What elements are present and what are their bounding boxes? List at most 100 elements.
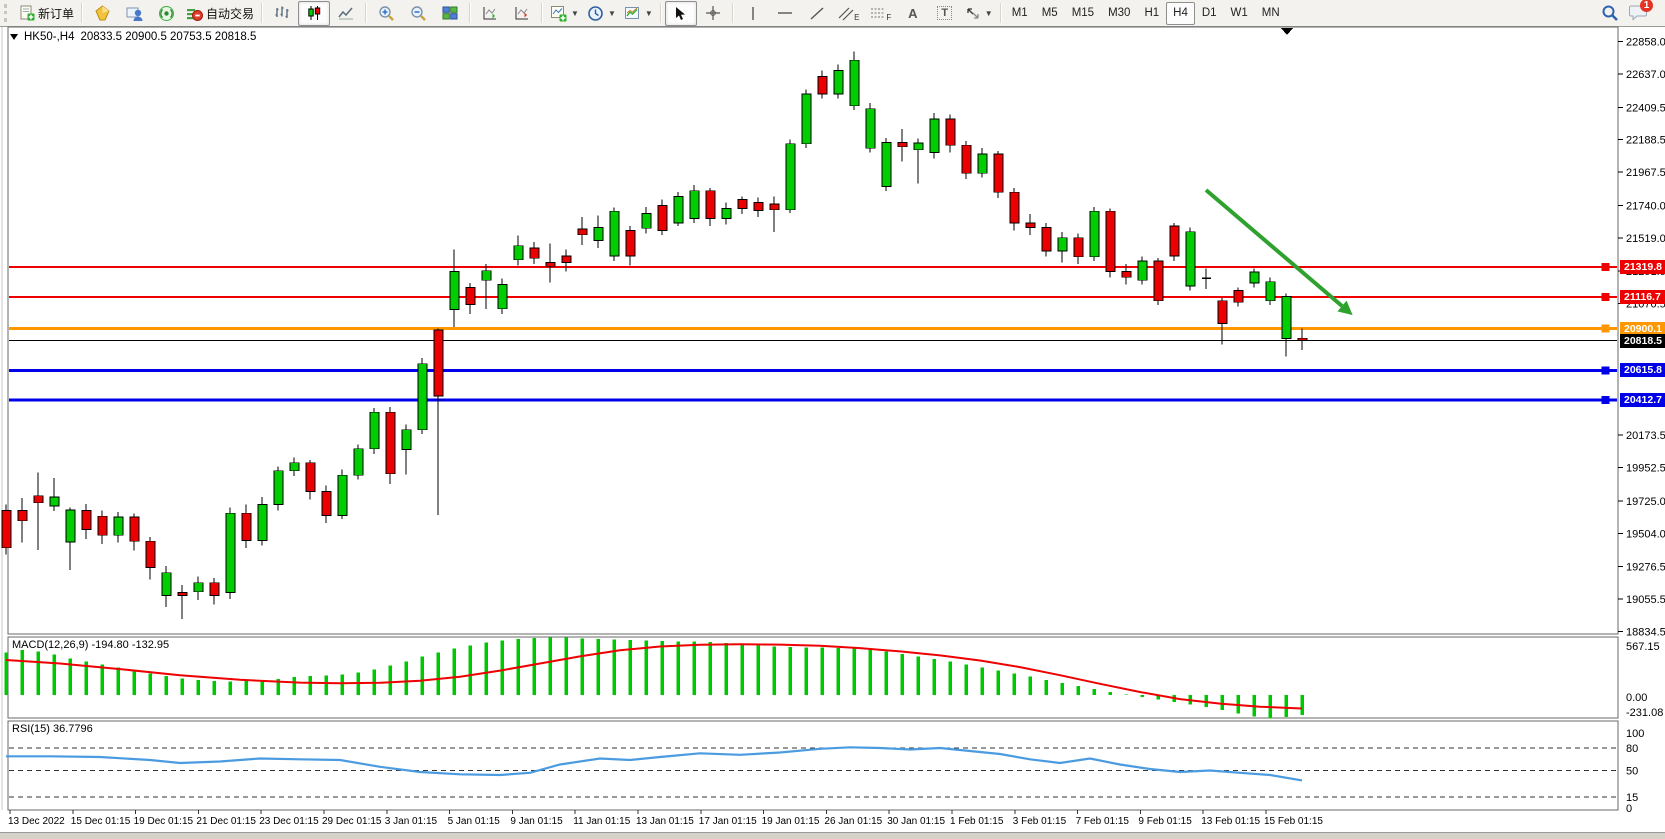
cursor-tool-button[interactable] [664, 0, 697, 26]
chart-ohlc-values: 20833.5 20900.5 20753.5 20818.5 [80, 31, 257, 43]
toolbar-separator [731, 3, 734, 23]
time-axis-label: 29 Dec 01:15 [322, 816, 382, 827]
time-axis-label: 13 Feb 01:15 [1201, 816, 1261, 827]
auto-scroll-button[interactable] [474, 1, 506, 26]
periods-clock-icon [588, 5, 603, 21]
candlestick-mode-button[interactable] [298, 0, 331, 26]
price-tag: 21116.7 [1620, 289, 1665, 304]
svg-text:15: 15 [1626, 792, 1638, 804]
tf-d1-button[interactable]: D1 [1201, 7, 1217, 19]
main-toolbar: 新订单 [0, 0, 1665, 27]
svg-text:0.00: 0.00 [1626, 692, 1647, 704]
notification-badge: 1 [1640, 0, 1653, 12]
time-axis-label: 3 Feb 01:15 [1012, 816, 1067, 827]
new-order-icon [20, 5, 35, 21]
line-chart-mode-button[interactable] [330, 1, 362, 26]
search-icon[interactable] [1601, 4, 1619, 22]
zoom-in-button[interactable] [370, 1, 402, 26]
templates-icon [624, 6, 639, 19]
tf-m1-button[interactable]: M1 [1011, 7, 1028, 19]
templates-button[interactable]: ▼ [620, 1, 657, 26]
time-axis-label: 5 Jan 01:15 [447, 816, 500, 827]
toolbar-separator [261, 3, 264, 23]
new-order-label: 新订单 [38, 6, 75, 21]
trendline-tool-button[interactable] [801, 1, 833, 26]
market-watch-button[interactable] [86, 1, 118, 26]
svg-text:80: 80 [1626, 743, 1638, 755]
indicators-button[interactable]: ▼ [546, 1, 583, 26]
chart-shift-button[interactable] [506, 1, 538, 26]
channel-icon [838, 7, 854, 20]
time-axis-label: 23 Dec 01:15 [259, 816, 319, 827]
auto-trading-button[interactable]: 自动交易 [182, 1, 258, 26]
line-chart-mode-icon [338, 7, 354, 20]
svg-text:19055.5: 19055.5 [1626, 594, 1665, 606]
market-watch-icon [94, 4, 110, 20]
timeframe-toolbar: M1 M5 M15 M30 H1 H4 D1 W1 MN [1005, 1, 1287, 25]
svg-text:19952.5: 19952.5 [1626, 463, 1665, 475]
fibonacci-tool-button[interactable]: F [865, 1, 897, 26]
bar-chart-mode-icon [275, 6, 289, 18]
text-label-tool-button[interactable]: T [929, 1, 961, 26]
tile-windows-button[interactable] [434, 1, 466, 26]
horizontal-line-tool-button[interactable] [769, 1, 801, 26]
auto-scroll-icon [483, 7, 497, 20]
svg-text:50: 50 [1626, 766, 1638, 778]
text-tool-button[interactable]: A [897, 1, 929, 26]
tf-h1-button[interactable]: H1 [1144, 7, 1160, 19]
svg-text:20173.5: 20173.5 [1626, 430, 1665, 442]
channel-letter: E [854, 12, 860, 22]
auto-trading-label: 自动交易 [206, 6, 255, 21]
svg-text:-231.08: -231.08 [1626, 707, 1663, 719]
new-order-button[interactable]: 新订单 [15, 1, 78, 26]
navigator-icon [126, 7, 143, 21]
fibonacci-letter: F [886, 12, 892, 22]
zoom-out-button[interactable] [402, 1, 434, 26]
text-label-icon: T [937, 6, 953, 20]
templates-caret-icon: ▼ [644, 8, 653, 18]
tf-m15-button[interactable]: M15 [1071, 7, 1095, 19]
vertical-line-icon [752, 6, 754, 20]
tf-h4-button[interactable]: H4 [1166, 1, 1195, 25]
time-axis-label: 11 Jan 01:15 [573, 816, 631, 827]
bar-chart-mode-button[interactable] [266, 1, 298, 26]
window-bottom-edge [0, 832, 1665, 839]
indicators-caret-icon: ▼ [571, 8, 579, 18]
navigator-button[interactable] [118, 1, 150, 26]
time-axis-label: 15 Dec 01:15 [70, 816, 131, 827]
vertical-line-tool-button[interactable] [737, 1, 769, 26]
periods-button[interactable]: ▼ [583, 1, 620, 26]
tf-mn-button[interactable]: MN [1261, 7, 1280, 19]
tf-m5-button[interactable]: M5 [1041, 7, 1058, 19]
collapse-triangle-icon[interactable] [10, 34, 18, 40]
time-axis-label: 26 Jan 01:15 [824, 816, 883, 827]
indicators-icon [551, 5, 567, 21]
auto-trading-icon [187, 8, 204, 21]
svg-text:100: 100 [1626, 728, 1644, 740]
time-axis-label: 21 Dec 01:15 [196, 816, 256, 827]
tf-w1-button[interactable]: W1 [1230, 7, 1248, 19]
crosshair-tool-button[interactable] [697, 1, 729, 26]
svg-text:21967.5: 21967.5 [1626, 167, 1665, 179]
chart-title[interactable]: HK50-,H4 20833.5 20900.5 20753.5 20818.5 [10, 31, 256, 43]
notifications-button[interactable]: 1 [1629, 0, 1653, 23]
horizontal-line-icon [777, 12, 792, 14]
toolbar-grip[interactable] [4, 4, 12, 22]
signals-button[interactable] [150, 1, 182, 26]
rsi-label: RSI(15) 36.7796 [12, 723, 93, 735]
arrows-caret-icon: ▼ [984, 8, 993, 18]
svg-text:22409.5: 22409.5 [1626, 102, 1665, 114]
tf-m30-button[interactable]: M30 [1108, 7, 1131, 19]
channel-tool-button[interactable]: E [833, 1, 865, 26]
time-axis-label: 13 Dec 2022 [8, 816, 65, 827]
arrows-tool-button[interactable]: ▼ [961, 1, 997, 26]
toolbar-separator [659, 3, 662, 23]
time-axis-label: 19 Jan 01:15 [761, 816, 820, 827]
tile-windows-icon [442, 6, 458, 20]
svg-text:19504.0: 19504.0 [1626, 528, 1665, 540]
svg-text:22637.0: 22637.0 [1626, 69, 1665, 81]
signals-icon [158, 5, 174, 21]
zoom-out-icon [410, 5, 426, 21]
